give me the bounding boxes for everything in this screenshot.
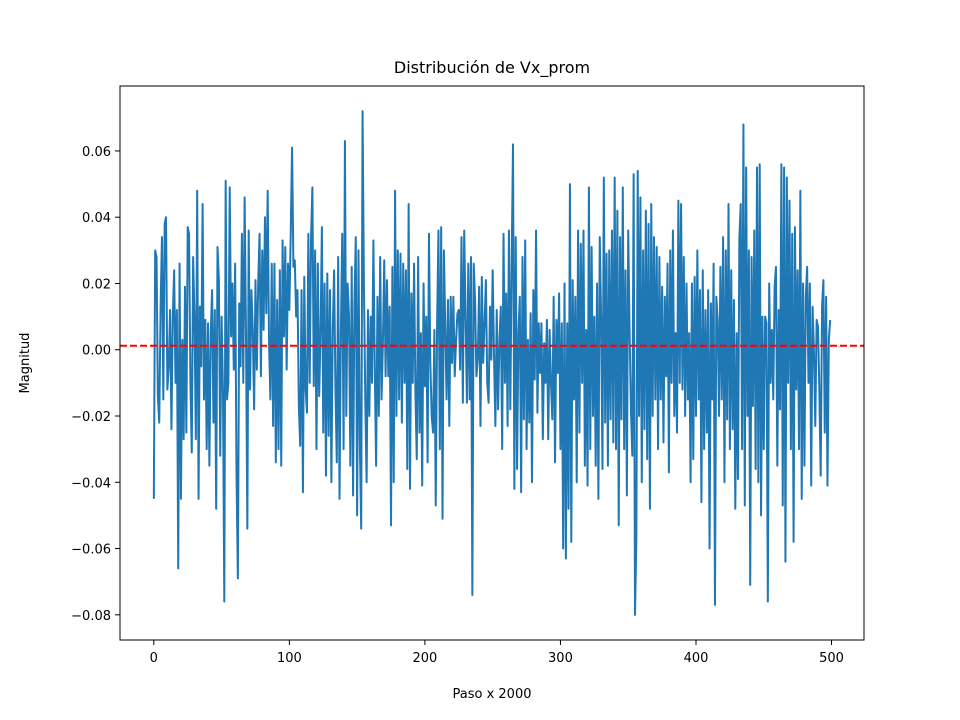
chart-title: Distribución de Vx_prom [394,58,590,78]
y-tick-label: −0.04 [71,476,111,491]
x-tick-label: 300 [548,651,573,666]
x-tick-label: 200 [412,651,437,666]
x-tick-label: 100 [277,651,302,666]
y-tick-label: 0.00 [82,344,111,359]
plot-frame [119,85,865,641]
y-axis-label: Magnitud [18,333,33,394]
x-tick-label: 500 [819,651,844,666]
data-line [152,110,832,616]
y-tick-label: 0.02 [82,277,111,292]
y-tick-label: 0.04 [82,211,111,226]
x-axis-label: Paso x 2000 [453,687,532,702]
y-tick-label: −0.02 [71,410,111,425]
y-tick-label: 0.06 [82,145,111,160]
y-tick-label: −0.06 [71,543,111,558]
x-tick-label: 400 [684,651,709,666]
x-tick-label: 0 [150,651,158,666]
y-tick-label: −0.08 [71,609,111,624]
